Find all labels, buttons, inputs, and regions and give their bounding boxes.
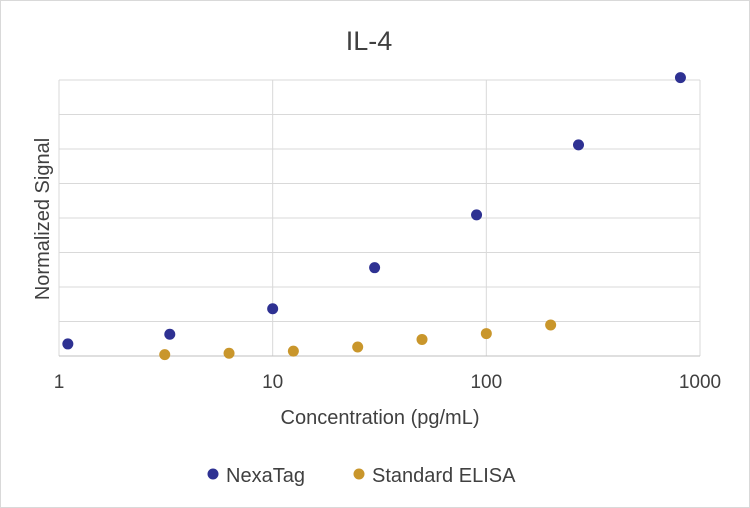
data-point [223,347,235,359]
data-point [545,319,557,331]
data-point [267,303,279,315]
legend-item: NexaTag [207,465,305,487]
legend-marker [353,468,365,480]
data-points [62,72,686,361]
legend-label: NexaTag [226,465,305,487]
legend-marker [207,468,219,480]
data-point [352,341,364,353]
x-axis-label: Concentration (pg/mL) [281,407,480,429]
x-tick-label: 1 [54,372,65,393]
x-tick-label: 100 [470,372,502,393]
gridlines [58,79,701,356]
legend-label: Standard ELISA [372,465,516,487]
data-point [287,345,299,357]
data-point [674,72,686,84]
data-point [369,262,381,274]
legend-item: Standard ELISA [353,465,516,487]
data-point [573,139,585,151]
y-axis-label: Normalized Signal [32,138,54,300]
legend: NexaTag Standard ELISA [207,465,516,487]
data-point [164,328,176,340]
data-point [62,338,74,350]
data-point [159,349,171,361]
chart-title: IL-4 [346,26,393,56]
x-tick-label: 10 [262,372,283,393]
x-tick-labels: 1 10 100 1000 [54,372,721,393]
x-tick-label: 1000 [679,372,721,393]
data-point [480,328,492,340]
data-point [471,209,483,221]
data-point [416,333,428,345]
